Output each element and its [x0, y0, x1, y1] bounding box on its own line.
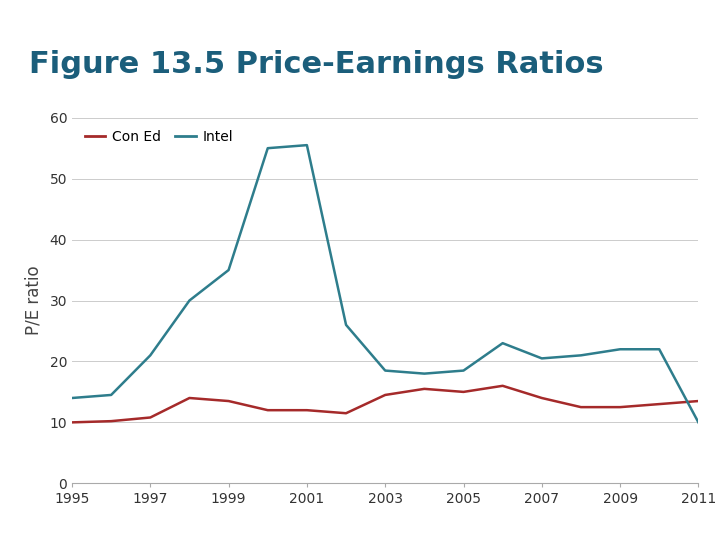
Intel [538, 355, 546, 362]
Intel [616, 346, 624, 353]
Text: 13-18: 13-18 [659, 519, 698, 532]
Con Ed [224, 398, 233, 404]
Intel [577, 352, 585, 359]
Con Ed [68, 419, 76, 426]
Con Ed [264, 407, 272, 414]
Intel [342, 322, 351, 328]
Con Ed [342, 410, 351, 416]
Con Ed [420, 386, 428, 392]
Con Ed [302, 407, 311, 414]
Con Ed [655, 401, 664, 407]
Intel [302, 142, 311, 149]
Con Ed [577, 404, 585, 410]
Intel [68, 395, 76, 401]
Intel [381, 367, 390, 374]
Intel [655, 346, 664, 353]
Intel [498, 340, 507, 346]
Intel [264, 145, 272, 151]
Legend: Con Ed, Intel: Con Ed, Intel [79, 125, 239, 150]
Intel [185, 297, 194, 303]
Con Ed [538, 395, 546, 401]
Con Ed [616, 404, 624, 410]
Con Ed [146, 414, 155, 421]
Line: Con Ed: Con Ed [72, 386, 698, 422]
Con Ed [185, 395, 194, 401]
Intel [224, 267, 233, 273]
Intel [107, 392, 115, 398]
Con Ed [107, 418, 115, 424]
Con Ed [459, 389, 468, 395]
Intel [459, 367, 468, 374]
Text: Figure 13.5 Price-Earnings Ratios: Figure 13.5 Price-Earnings Ratios [29, 50, 603, 79]
Con Ed [498, 382, 507, 389]
Con Ed [694, 398, 703, 404]
Line: Intel: Intel [72, 145, 698, 422]
Intel [694, 419, 703, 426]
Con Ed [381, 392, 390, 398]
Intel [420, 370, 428, 377]
Y-axis label: P/E ratio: P/E ratio [24, 266, 42, 335]
Intel [146, 352, 155, 359]
